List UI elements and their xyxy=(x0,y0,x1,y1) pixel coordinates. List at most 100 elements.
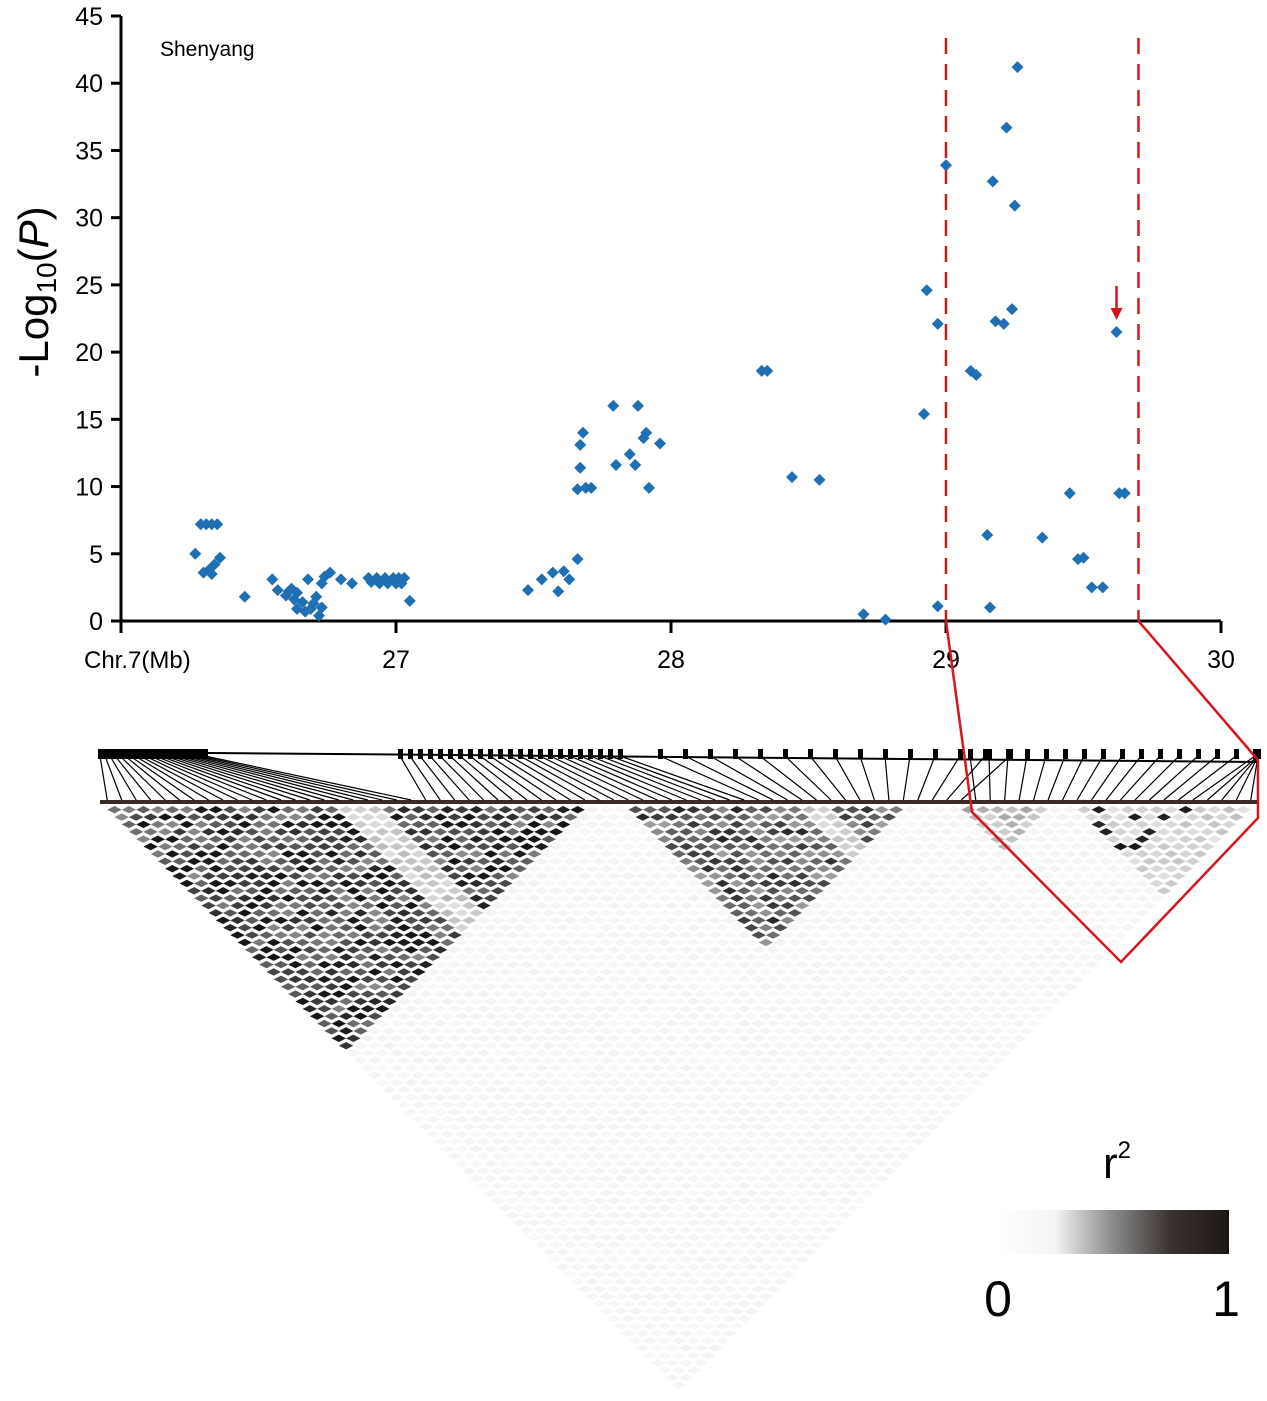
ld-cell xyxy=(881,813,897,821)
ld-cell xyxy=(512,1042,528,1050)
ld-cell xyxy=(657,1174,672,1183)
ld-cell xyxy=(469,894,484,902)
ld-cell xyxy=(787,1042,803,1050)
ld-cell xyxy=(823,901,839,910)
ld-cell xyxy=(845,1086,860,1094)
ld-cell xyxy=(1113,887,1128,895)
ld-cell xyxy=(317,857,332,865)
snp-marker xyxy=(128,749,133,759)
ld-cell xyxy=(635,1285,651,1293)
ld-cell xyxy=(136,820,151,829)
ld-cell xyxy=(266,924,281,932)
ld-cell xyxy=(570,997,585,1006)
ld-cell xyxy=(396,820,412,829)
ld-cell xyxy=(867,842,882,851)
ld-cell xyxy=(765,975,781,983)
ld-cell xyxy=(425,1027,441,1035)
ld-cell xyxy=(917,1042,933,1050)
ld-cell xyxy=(577,990,593,998)
ld-cell xyxy=(816,1115,831,1124)
ld-cell xyxy=(179,865,195,873)
ld-cell xyxy=(237,894,252,902)
ld-cell xyxy=(628,1189,643,1197)
ld-cell xyxy=(1033,997,1049,1006)
ld-cell xyxy=(859,909,875,917)
ld-cell xyxy=(707,1285,723,1293)
ld-cell xyxy=(838,1137,853,1146)
ld-cell xyxy=(910,1019,926,1028)
ld-cell xyxy=(845,850,860,858)
ld-cell xyxy=(1004,820,1020,829)
data-point xyxy=(189,547,202,560)
ld-cell xyxy=(910,901,926,910)
ld-cell xyxy=(751,975,766,983)
ld-cell xyxy=(1134,879,1150,888)
ld-cell xyxy=(599,938,614,947)
ld-cell xyxy=(548,1167,564,1175)
ld-cell xyxy=(830,820,846,829)
ld-cell xyxy=(461,813,477,821)
ld-cell xyxy=(845,1056,860,1065)
ld-cell xyxy=(722,813,737,821)
ld-cell xyxy=(816,835,831,843)
ld-cell xyxy=(802,1189,817,1197)
ld-cell xyxy=(555,1248,571,1256)
ld-cell xyxy=(1113,813,1128,821)
ld-cell xyxy=(729,983,745,991)
ld-cell xyxy=(961,953,976,961)
snp-marker xyxy=(153,749,158,759)
ld-cell xyxy=(765,887,781,895)
ld-cell xyxy=(693,960,708,969)
ld-cell xyxy=(773,835,788,843)
ld-cell xyxy=(852,1093,868,1101)
ld-cell xyxy=(469,1071,484,1079)
ld-cell xyxy=(1091,806,1107,814)
ld-cell xyxy=(577,872,593,880)
ld-cell xyxy=(563,813,578,821)
snp-marker xyxy=(1234,749,1239,759)
ld-cell xyxy=(1004,953,1020,961)
ld-cell xyxy=(722,1314,737,1323)
ld-cell xyxy=(650,1196,665,1205)
ld-cell xyxy=(1185,857,1201,865)
ld-cell xyxy=(700,1101,716,1109)
ld-cell xyxy=(650,857,665,865)
ld-cell xyxy=(925,975,940,983)
ld-cell xyxy=(570,909,585,917)
ld-cell xyxy=(773,1130,788,1138)
ld-cell xyxy=(1062,850,1078,858)
ld-cell xyxy=(715,1145,730,1153)
ld-cell xyxy=(1091,865,1107,873)
snp-marker xyxy=(1063,749,1068,759)
ld-cell xyxy=(968,975,983,983)
ld-cell xyxy=(1040,975,1056,983)
ld-cell xyxy=(802,835,817,843)
data-point xyxy=(522,584,534,597)
ld-cell xyxy=(939,813,955,821)
legend-title-sup: 2 xyxy=(1118,1137,1131,1164)
ld-cell xyxy=(664,946,679,954)
ld-cell xyxy=(1163,806,1179,814)
snp-marker xyxy=(1044,749,1049,759)
ld-cell xyxy=(403,1005,419,1013)
ld-cell xyxy=(1004,1042,1020,1050)
ld-cell xyxy=(664,1137,679,1146)
ld-cell xyxy=(476,1108,491,1116)
ld-cell xyxy=(541,1042,556,1050)
ld-cell xyxy=(302,931,318,939)
ld-cell xyxy=(679,1034,694,1042)
ld-cell xyxy=(1033,1012,1049,1020)
ld-cell xyxy=(787,938,803,947)
ld-cell xyxy=(794,842,810,851)
ld-cell xyxy=(925,960,940,969)
snp-marker xyxy=(683,749,688,759)
ld-cell xyxy=(577,1049,593,1057)
ld-cell xyxy=(592,1137,607,1146)
ld-cell xyxy=(888,953,904,961)
ld-cell xyxy=(954,1034,969,1042)
ld-cell xyxy=(794,828,810,836)
ld-cell xyxy=(657,806,672,814)
ld-cell xyxy=(903,1101,918,1109)
ld-cell xyxy=(483,865,499,873)
ld-cell xyxy=(273,872,289,880)
